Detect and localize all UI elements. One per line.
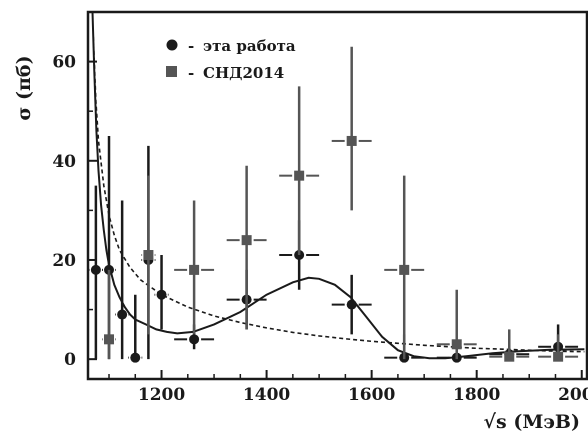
data-point-series-1 [102,269,117,360]
y-tick-label: 20 [52,251,76,271]
marker-square [553,351,564,362]
marker-square [504,351,515,362]
data-point-series-0 [154,255,169,330]
legend-label-series-0: эта работа [203,37,296,55]
marker-square [451,339,462,350]
marker-square [294,170,305,181]
y-tick-label: 0 [64,350,76,370]
data-point-series-0 [128,294,143,363]
marker-circle [189,334,200,345]
marker-square [399,264,410,275]
y-tick-label: 40 [52,152,76,172]
marker-square [241,235,252,246]
marker-circle [156,289,167,300]
data-point-series-1 [331,46,372,211]
marker-square [143,250,154,261]
data-point-series-1 [279,86,320,256]
y-tick-label: 60 [52,53,76,73]
marker-square [346,135,357,146]
data-point-series-1 [141,175,156,335]
marker-circle [346,299,357,310]
legend-marker-square [166,66,177,77]
curve-solid [91,12,585,360]
data-point-series-1 [436,289,477,360]
data-points [88,46,579,363]
marker-square [189,264,200,275]
marker-circle [130,352,141,363]
curves [91,12,585,360]
plot-area [88,12,585,363]
data-point-series-1 [384,175,425,360]
marker-square [104,334,115,345]
plot-frame [86,10,588,381]
legend: - эта работа - СНД2014 [166,37,296,82]
legend-label-series-1: СНД2014 [203,64,284,82]
x-tick-label: 1400 [243,385,290,405]
legend-dash: - [188,64,194,82]
x-tick-label: 1600 [348,385,395,405]
x-axis-label: √s (МэВ) [484,411,580,433]
data-point-series-1 [538,334,579,362]
x-tick-label: 1200 [138,385,185,405]
marker-circle [90,264,101,275]
legend-dash: - [188,37,194,55]
data-point-series-1 [489,329,530,362]
data-point-series-0 [331,274,372,335]
data-point-series-1 [174,200,215,335]
data-point-series-0 [115,200,130,360]
data-point-series-1 [226,165,267,330]
y-axis-label: σ (пб) [13,55,35,120]
curve-dashed [92,36,585,353]
legend-marker-circle [166,39,178,51]
x-tick-label: 1800 [453,385,500,405]
marker-circle [117,309,128,320]
